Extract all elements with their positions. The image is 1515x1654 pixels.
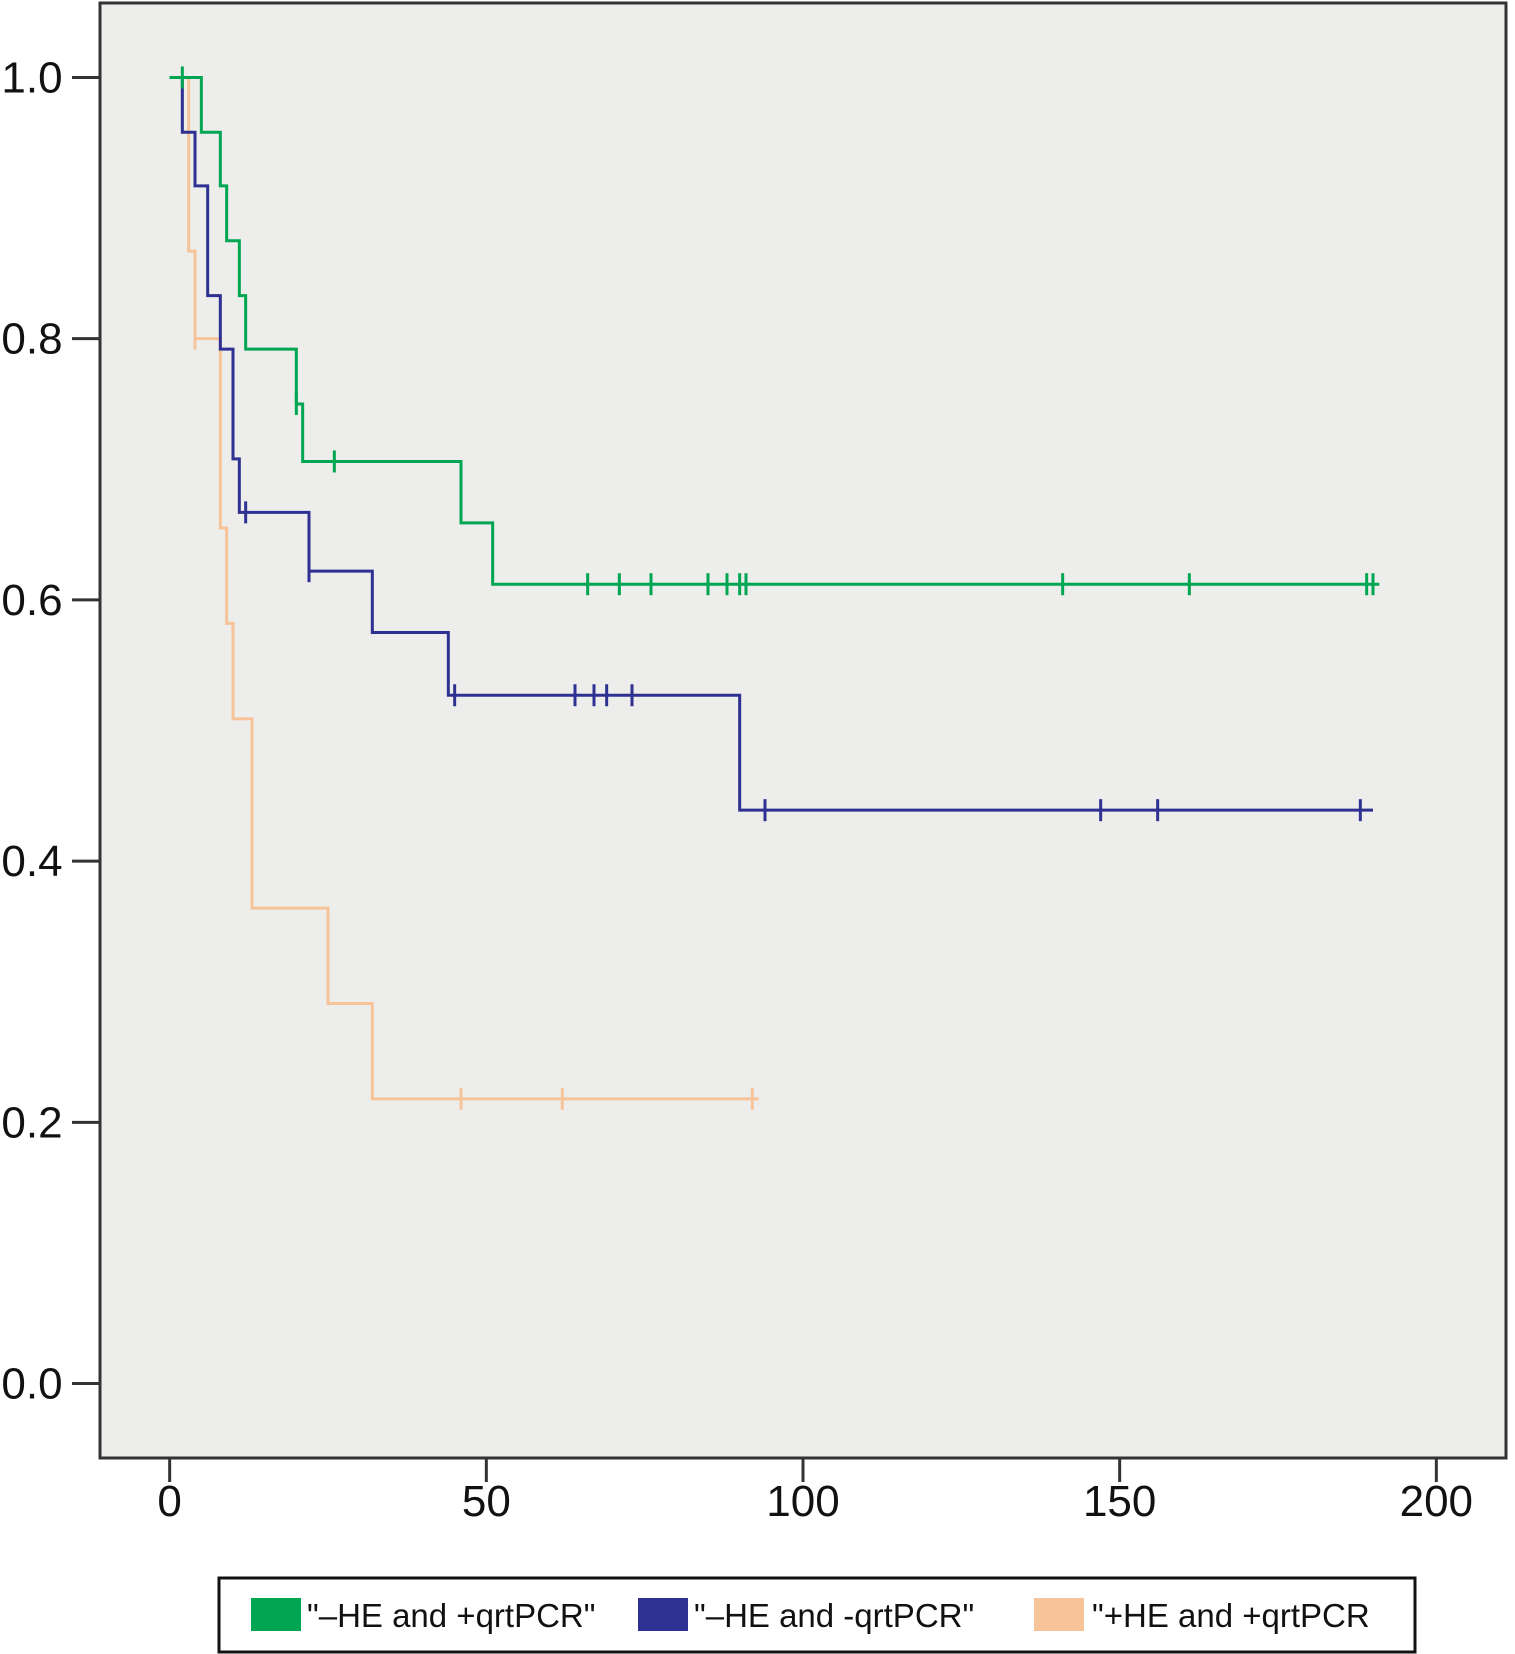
y-axis: 0.0 0.2 0.4 0.6 0.8 1.0: [1, 53, 100, 1409]
y-tick-label: 1.0: [1, 53, 62, 102]
plot-area: [98, 1, 1508, 1460]
x-axis: 0 50 100 150 200: [157, 1458, 1473, 1526]
legend-item: "–HE and +qrtPCR": [251, 1597, 595, 1634]
legend-label: "–HE and -qrtPCR": [694, 1597, 974, 1634]
y-tick-label: 0.2: [1, 1098, 62, 1147]
legend-label: "–HE and +qrtPCR": [307, 1597, 595, 1634]
series-line: [169, 75, 759, 1101]
legend-swatch: [251, 1598, 301, 1631]
y-tick-label: 0.4: [1, 837, 62, 886]
series-line: [169, 75, 1373, 812]
legend-item: "–HE and -qrtPCR": [638, 1597, 974, 1634]
legend-item: "+HE and +qrtPCR: [1034, 1597, 1370, 1634]
x-tick-label: 150: [1083, 1477, 1156, 1526]
y-tick-label: 0.0: [1, 1360, 62, 1409]
series-he-and-qrtpcr: [169, 66, 1380, 596]
x-tick-label: 0: [157, 1477, 181, 1526]
legend-swatch: [1034, 1598, 1084, 1631]
legend-box: [217, 1576, 1417, 1654]
legend-swatch: [638, 1598, 688, 1631]
series-he-and-qrtpcr: [169, 75, 759, 1110]
legend-label: "+HE and +qrtPCR: [1092, 1597, 1370, 1634]
y-tick-label: 0.8: [1, 315, 62, 364]
y-tick-label: 0.6: [1, 576, 62, 625]
x-tick-label: 200: [1400, 1477, 1473, 1526]
series-line: [169, 75, 1380, 586]
legend: "–HE and +qrtPCR" "–HE and -qrtPCR" "+HE a…: [217, 1576, 1417, 1654]
series-he-and-qrtpcr: [169, 75, 1373, 822]
x-tick-label: 50: [462, 1477, 511, 1526]
series-layer: [169, 66, 1380, 1110]
x-tick-label: 100: [766, 1477, 839, 1526]
